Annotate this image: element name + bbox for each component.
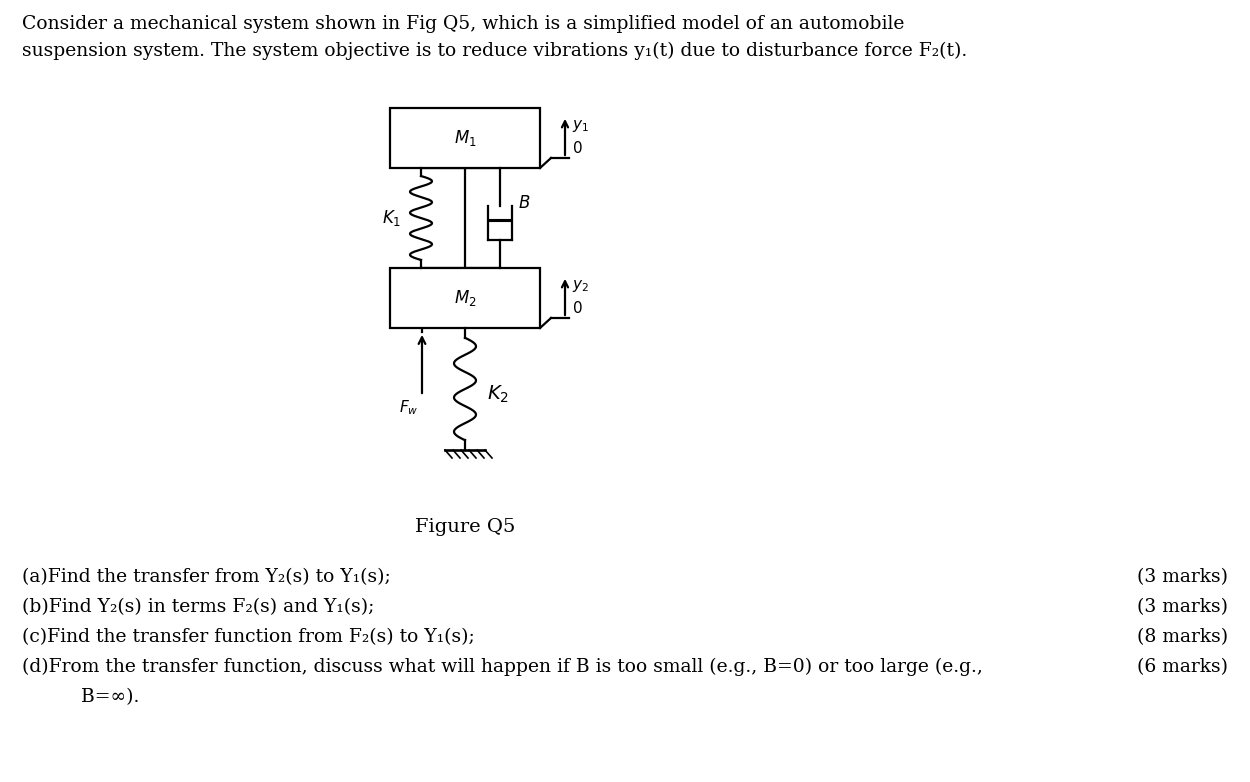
- Text: $0$: $0$: [572, 300, 582, 316]
- Text: suspension system. The system objective is to reduce vibrations y₁(t) due to dis: suspension system. The system objective …: [22, 42, 968, 60]
- Bar: [390, 268, 540, 328]
- Text: $0$: $0$: [572, 140, 582, 156]
- Text: (a)Find the transfer from Y₂(s) to Y₁(s);: (a)Find the transfer from Y₂(s) to Y₁(s)…: [22, 568, 391, 586]
- Text: $K_1$: $K_1$: [381, 208, 401, 228]
- Text: (3 marks): (3 marks): [1138, 568, 1228, 586]
- Text: $B$: $B$: [518, 195, 530, 211]
- Text: (6 marks): (6 marks): [1138, 658, 1228, 676]
- Bar: [390, 108, 540, 168]
- Text: (b)Find Y₂(s) in terms F₂(s) and Y₁(s);: (b)Find Y₂(s) in terms F₂(s) and Y₁(s);: [22, 598, 375, 616]
- Text: $M_2$: $M_2$: [454, 288, 476, 308]
- Text: $y_2$: $y_2$: [572, 278, 589, 294]
- Text: $K_2$: $K_2$: [488, 383, 509, 404]
- Text: (3 marks): (3 marks): [1138, 598, 1228, 616]
- Text: $y_1$: $y_1$: [572, 118, 589, 134]
- Text: $F_w$: $F_w$: [399, 398, 418, 417]
- Text: Consider a mechanical system shown in Fig Q5, which is a simplified model of an : Consider a mechanical system shown in Fi…: [22, 15, 905, 33]
- Text: (d)From the transfer function, discuss what will happen if B is too small (e.g.,: (d)From the transfer function, discuss w…: [22, 658, 982, 676]
- Text: B=∞).: B=∞).: [58, 688, 140, 706]
- Text: (c)Find the transfer function from F₂(s) to Y₁(s);: (c)Find the transfer function from F₂(s)…: [22, 628, 475, 646]
- Text: (8 marks): (8 marks): [1138, 628, 1228, 646]
- Text: $M_1$: $M_1$: [454, 128, 476, 148]
- Text: Figure Q5: Figure Q5: [415, 518, 515, 536]
